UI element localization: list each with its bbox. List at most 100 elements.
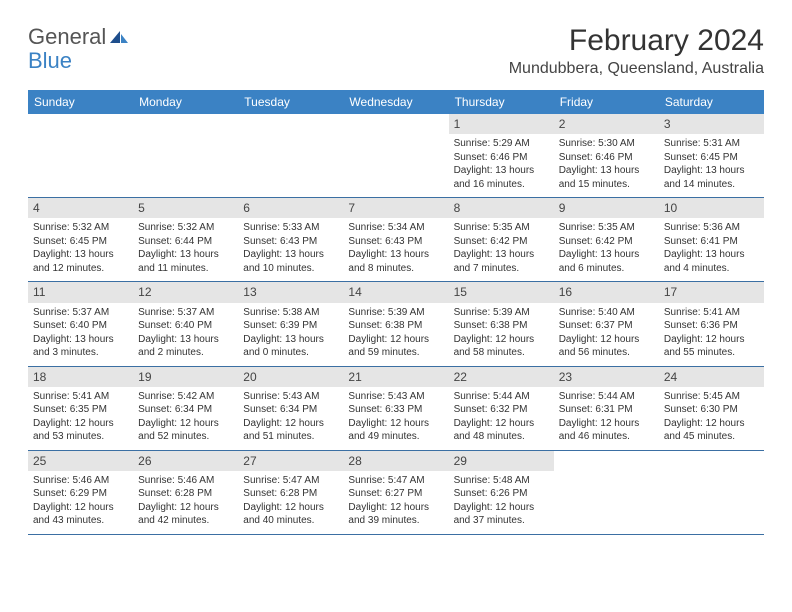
daylight2-text: and 42 minutes. [138,514,233,528]
daylight2-text: and 46 minutes. [559,430,654,444]
daylight1-text: Daylight: 12 hours [138,501,233,515]
daylight2-text: and 4 minutes. [664,262,759,276]
sunrise-text: Sunrise: 5:31 AM [664,137,759,151]
calendar-cell: 29Sunrise: 5:48 AMSunset: 6:26 PMDayligh… [449,450,554,534]
daylight2-text: and 43 minutes. [33,514,128,528]
sunset-text: Sunset: 6:42 PM [559,235,654,249]
day-number: 7 [343,198,448,218]
day-number: 27 [238,451,343,471]
sunrise-text: Sunrise: 5:33 AM [243,221,338,235]
sunrise-text: Sunrise: 5:39 AM [348,306,443,320]
sunset-text: Sunset: 6:39 PM [243,319,338,333]
weekday-header: Monday [133,90,238,114]
logo: General [28,24,130,50]
daylight1-text: Daylight: 12 hours [348,333,443,347]
sunrise-text: Sunrise: 5:35 AM [454,221,549,235]
calendar-cell: 24Sunrise: 5:45 AMSunset: 6:30 PMDayligh… [659,366,764,450]
calendar-row: 18Sunrise: 5:41 AMSunset: 6:35 PMDayligh… [28,366,764,450]
sunrise-text: Sunrise: 5:34 AM [348,221,443,235]
daylight1-text: Daylight: 12 hours [33,501,128,515]
sunset-text: Sunset: 6:32 PM [454,403,549,417]
daylight1-text: Daylight: 13 hours [348,248,443,262]
location-text: Mundubbera, Queensland, Australia [509,60,764,78]
sunset-text: Sunset: 6:44 PM [138,235,233,249]
calendar-cell [659,450,764,534]
weekday-header: Wednesday [343,90,448,114]
sunrise-text: Sunrise: 5:32 AM [33,221,128,235]
daylight2-text: and 39 minutes. [348,514,443,528]
daylight2-text: and 49 minutes. [348,430,443,444]
daylight1-text: Daylight: 12 hours [33,417,128,431]
sunset-text: Sunset: 6:28 PM [138,487,233,501]
daylight2-text: and 51 minutes. [243,430,338,444]
daylight2-text: and 40 minutes. [243,514,338,528]
daylight1-text: Daylight: 13 hours [454,164,549,178]
sunrise-text: Sunrise: 5:30 AM [559,137,654,151]
sunrise-text: Sunrise: 5:47 AM [243,474,338,488]
sunset-text: Sunset: 6:37 PM [559,319,654,333]
sunset-text: Sunset: 6:38 PM [348,319,443,333]
logo-text-blue: Blue [28,48,72,74]
sunset-text: Sunset: 6:43 PM [243,235,338,249]
calendar-cell: 5Sunrise: 5:32 AMSunset: 6:44 PMDaylight… [133,198,238,282]
day-number: 25 [28,451,133,471]
daylight1-text: Daylight: 13 hours [243,333,338,347]
calendar-cell: 1Sunrise: 5:29 AMSunset: 6:46 PMDaylight… [449,114,554,198]
calendar-cell: 14Sunrise: 5:39 AMSunset: 6:38 PMDayligh… [343,282,448,366]
calendar-cell: 3Sunrise: 5:31 AMSunset: 6:45 PMDaylight… [659,114,764,198]
sunrise-text: Sunrise: 5:29 AM [454,137,549,151]
day-number: 9 [554,198,659,218]
day-number: 19 [133,367,238,387]
sunrise-text: Sunrise: 5:37 AM [33,306,128,320]
sunrise-text: Sunrise: 5:37 AM [138,306,233,320]
logo-sail-icon [108,29,130,45]
sunset-text: Sunset: 6:46 PM [454,151,549,165]
sunset-text: Sunset: 6:45 PM [664,151,759,165]
daylight1-text: Daylight: 12 hours [348,501,443,515]
daylight2-text: and 56 minutes. [559,346,654,360]
calendar-cell: 22Sunrise: 5:44 AMSunset: 6:32 PMDayligh… [449,366,554,450]
calendar-cell [238,114,343,198]
weekday-header-row: Sunday Monday Tuesday Wednesday Thursday… [28,90,764,114]
daylight1-text: Daylight: 13 hours [138,333,233,347]
sunset-text: Sunset: 6:34 PM [138,403,233,417]
title-block: February 2024 Mundubbera, Queensland, Au… [509,24,764,78]
calendar-row: 1Sunrise: 5:29 AMSunset: 6:46 PMDaylight… [28,114,764,198]
sunset-text: Sunset: 6:40 PM [138,319,233,333]
sunrise-text: Sunrise: 5:42 AM [138,390,233,404]
daylight2-text: and 0 minutes. [243,346,338,360]
day-number: 17 [659,282,764,302]
calendar-cell: 18Sunrise: 5:41 AMSunset: 6:35 PMDayligh… [28,366,133,450]
weekday-header: Tuesday [238,90,343,114]
daylight2-text: and 2 minutes. [138,346,233,360]
calendar-cell: 23Sunrise: 5:44 AMSunset: 6:31 PMDayligh… [554,366,659,450]
daylight1-text: Daylight: 12 hours [664,333,759,347]
day-number: 16 [554,282,659,302]
weekday-header: Sunday [28,90,133,114]
daylight2-text: and 15 minutes. [559,178,654,192]
month-title: February 2024 [509,24,764,58]
sunrise-text: Sunrise: 5:48 AM [454,474,549,488]
day-number: 4 [28,198,133,218]
calendar-cell: 26Sunrise: 5:46 AMSunset: 6:28 PMDayligh… [133,450,238,534]
sunset-text: Sunset: 6:27 PM [348,487,443,501]
daylight1-text: Daylight: 12 hours [243,417,338,431]
sunrise-text: Sunrise: 5:39 AM [454,306,549,320]
calendar-cell: 27Sunrise: 5:47 AMSunset: 6:28 PMDayligh… [238,450,343,534]
day-number: 26 [133,451,238,471]
daylight2-text: and 12 minutes. [33,262,128,276]
calendar-cell: 7Sunrise: 5:34 AMSunset: 6:43 PMDaylight… [343,198,448,282]
daylight1-text: Daylight: 12 hours [664,417,759,431]
daylight2-text: and 45 minutes. [664,430,759,444]
calendar-cell: 17Sunrise: 5:41 AMSunset: 6:36 PMDayligh… [659,282,764,366]
sunset-text: Sunset: 6:30 PM [664,403,759,417]
daylight2-text: and 55 minutes. [664,346,759,360]
sunrise-text: Sunrise: 5:46 AM [33,474,128,488]
daylight1-text: Daylight: 13 hours [138,248,233,262]
calendar-cell: 10Sunrise: 5:36 AMSunset: 6:41 PMDayligh… [659,198,764,282]
daylight2-text: and 52 minutes. [138,430,233,444]
daylight2-text: and 8 minutes. [348,262,443,276]
sunset-text: Sunset: 6:35 PM [33,403,128,417]
logo-text-general: General [28,24,106,50]
daylight1-text: Daylight: 13 hours [454,248,549,262]
